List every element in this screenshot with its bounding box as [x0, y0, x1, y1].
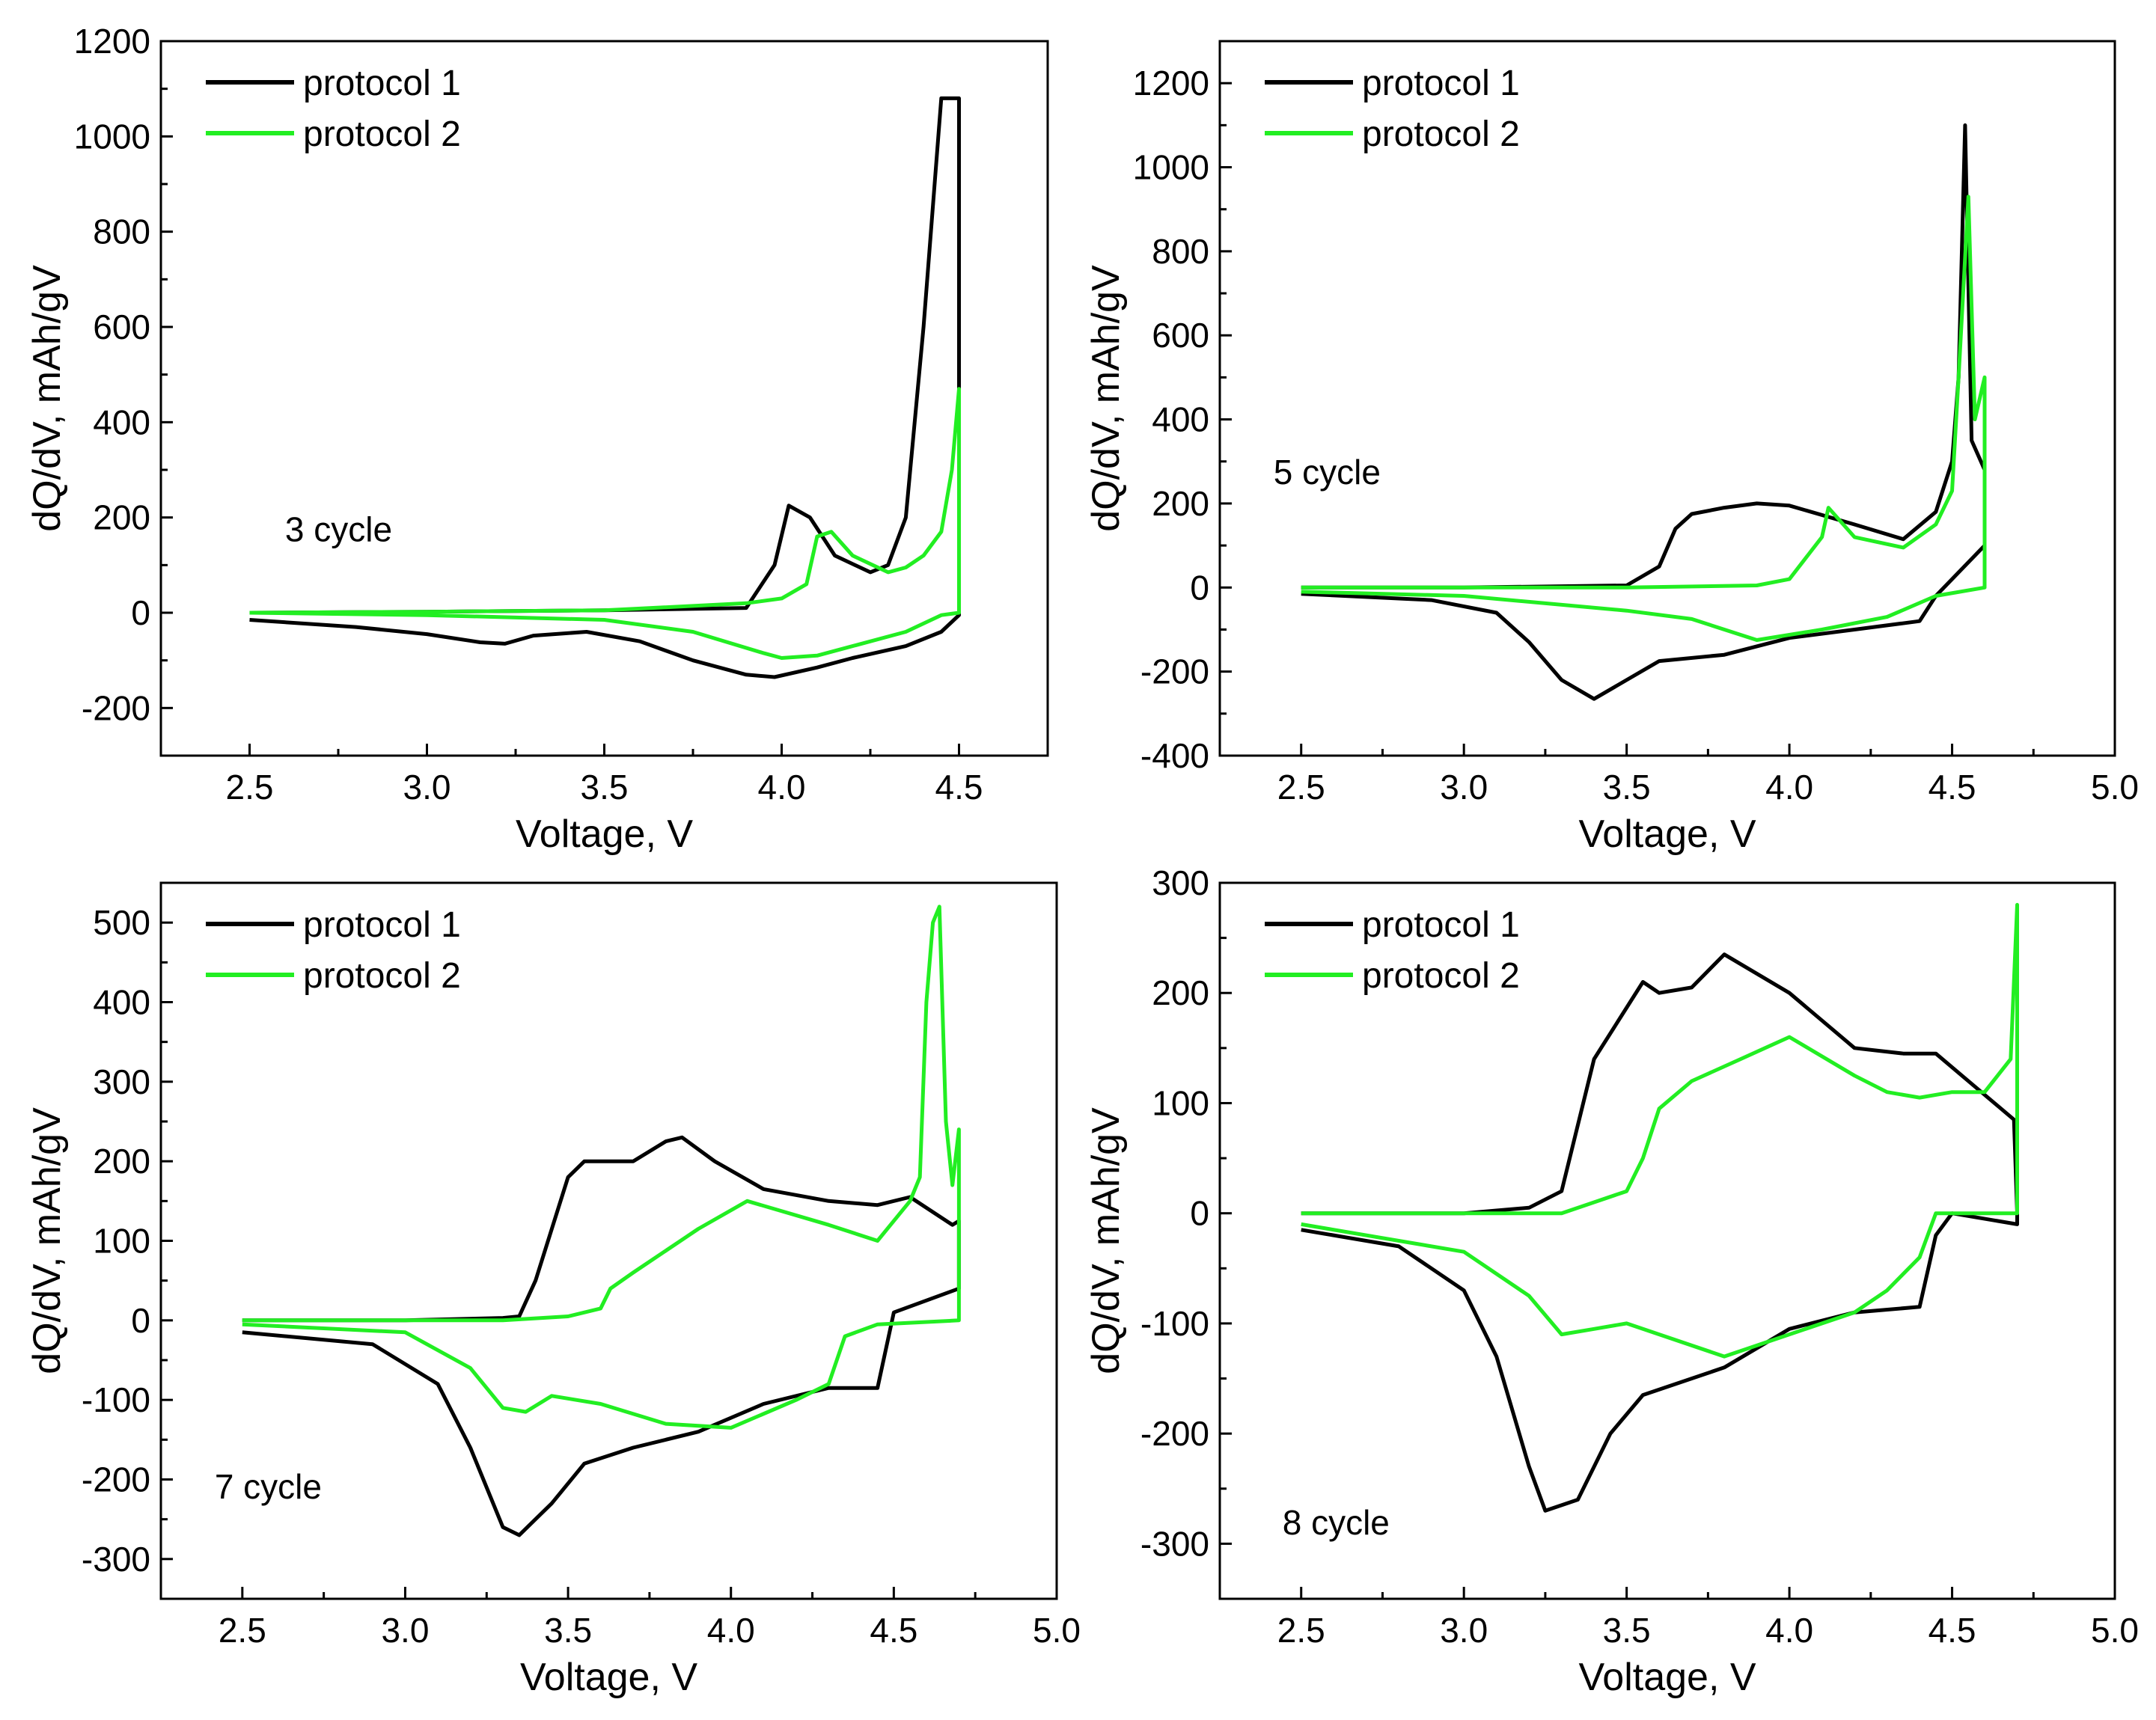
series-line-protocol-2	[242, 905, 961, 1430]
y-tick-label: -200	[82, 1460, 150, 1499]
x-axis-title: Voltage, V	[516, 812, 693, 856]
series-line-protocol-1	[1301, 952, 2019, 1513]
chart-panel-1: 2.5 3.0 3.5 4.0 4.5 -200 0 200 400 600 800 1000 1200…	[25, 22, 1049, 856]
y-tick-label: 1200	[1133, 64, 1209, 102]
y-tick-label: 300	[1152, 863, 1209, 902]
y-tick-label: -100	[82, 1380, 150, 1419]
legend-label-protocol-2: protocol 2	[1362, 956, 1520, 996]
x-tick-label: 3.0	[381, 1611, 429, 1650]
x-tick-label: 4.5	[935, 768, 983, 807]
y-tick-label: -200	[1140, 652, 1209, 691]
x-axis-title: Voltage, V	[1578, 812, 1756, 856]
x-axis-title: Voltage, V	[520, 1656, 697, 1699]
x-tick-label: 2.5	[1277, 768, 1325, 807]
cycle-label: 5 cycle	[1274, 453, 1381, 492]
legend-label-protocol-2: protocol 2	[303, 114, 461, 154]
y-tick-label: 400	[93, 403, 150, 441]
series-line-protocol-2	[249, 387, 961, 660]
y-axis-title: dQ/dV, mAh/gV	[25, 265, 69, 532]
plot-frame	[159, 40, 1049, 757]
y-tick-label: -300	[82, 1540, 150, 1579]
x-axis-title: Voltage, V	[1578, 1656, 1756, 1699]
y-tick-label: -200	[82, 688, 150, 727]
y-axis-title: dQ/dV, mAh/gV	[1084, 1107, 1128, 1374]
y-tick-label: 200	[1152, 973, 1209, 1012]
x-tick-label: 3.0	[1440, 768, 1488, 807]
x-tick-label: 5.0	[2091, 768, 2139, 807]
y-tick-label: 0	[131, 1301, 150, 1340]
y-tick-label: 0	[131, 593, 150, 632]
chart-panel-2: 2.5 3.0 3.5 4.0 4.5 5.0 -400 -200 0 200 400 600 800 1…	[1084, 40, 2139, 856]
cycle-label: 8 cycle	[1283, 1503, 1390, 1542]
legend-label-protocol-1: protocol 1	[1362, 905, 1520, 945]
y-tick-label: 300	[93, 1062, 150, 1101]
x-tick-label: 5.0	[2091, 1611, 2139, 1650]
y-tick-label: 0	[1190, 1194, 1209, 1233]
y-tick-label: 500	[93, 903, 150, 942]
y-tick-label: 800	[93, 212, 150, 251]
y-axis-title: dQ/dV, mAh/gV	[1084, 265, 1128, 532]
y-tick-label: 200	[1152, 484, 1209, 523]
plot-frame	[1218, 40, 2116, 757]
x-tick-label: 2.5	[219, 1611, 266, 1650]
series-line-protocol-2	[1301, 902, 2019, 1359]
x-tick-label: 4.5	[870, 1611, 917, 1650]
cycle-label: 3 cycle	[285, 510, 392, 549]
x-tick-label: 4.0	[1765, 768, 1813, 807]
y-tick-label: 1000	[74, 117, 150, 156]
y-tick-label: 400	[93, 983, 150, 1022]
y-tick-label: -200	[1140, 1414, 1209, 1453]
x-tick-label: 4.5	[1929, 768, 1976, 807]
series-line-protocol-1	[242, 1135, 961, 1537]
y-tick-label: 1200	[74, 22, 150, 61]
x-tick-label: 2.5	[226, 768, 274, 807]
y-tick-label: 0	[1190, 568, 1209, 607]
x-tick-label: 5.0	[1033, 1611, 1081, 1650]
x-tick-label: 4.0	[758, 768, 806, 807]
legend-label-protocol-2: protocol 2	[303, 956, 461, 996]
x-tick-label: 4.0	[707, 1611, 755, 1650]
x-tick-label: 3.0	[1440, 1611, 1488, 1650]
y-tick-label: 100	[93, 1222, 150, 1261]
x-tick-label: 3.5	[1603, 768, 1651, 807]
chart-panel-3: 2.5 3.0 3.5 4.0 4.5 5.0 -300 -200 -100 0 100 200 300…	[25, 881, 1081, 1699]
plot-frame	[1218, 881, 2116, 1600]
x-tick-label: 2.5	[1277, 1611, 1325, 1650]
series-line-protocol-1	[249, 96, 961, 679]
y-tick-label: -400	[1140, 736, 1209, 775]
chart-panel-4: 2.5 3.0 3.5 4.0 4.5 5.0 -300 -200 -100 0 100 200 300…	[1084, 863, 2139, 1699]
cycle-label: 7 cycle	[215, 1467, 322, 1506]
y-tick-label: 200	[93, 498, 150, 537]
legend-label-protocol-1: protocol 1	[1362, 64, 1520, 103]
y-tick-label: 600	[93, 307, 150, 346]
y-axis-title: dQ/dV, mAh/gV	[25, 1107, 69, 1374]
legend-label-protocol-1: protocol 1	[303, 64, 461, 103]
y-tick-label: 800	[1152, 232, 1209, 271]
y-tick-label: -300	[1140, 1524, 1209, 1563]
y-tick-label: 600	[1152, 316, 1209, 355]
y-tick-label: 100	[1152, 1083, 1209, 1122]
x-tick-label: 3.5	[581, 768, 629, 807]
y-tick-label: -100	[1140, 1304, 1209, 1343]
x-tick-label: 4.0	[1765, 1611, 1813, 1650]
y-tick-label: 1000	[1133, 148, 1209, 187]
legend-label-protocol-1: protocol 1	[303, 905, 461, 945]
series-line-protocol-2	[1301, 195, 1987, 642]
legend-label-protocol-2: protocol 2	[1362, 114, 1520, 154]
x-tick-label: 3.5	[544, 1611, 592, 1650]
x-tick-label: 4.5	[1929, 1611, 1976, 1650]
x-tick-label: 3.5	[1603, 1611, 1651, 1650]
series-line-protocol-1	[1301, 123, 1987, 701]
x-tick-label: 3.0	[403, 768, 451, 807]
y-tick-label: 200	[93, 1142, 150, 1181]
y-tick-label: 400	[1152, 400, 1209, 439]
